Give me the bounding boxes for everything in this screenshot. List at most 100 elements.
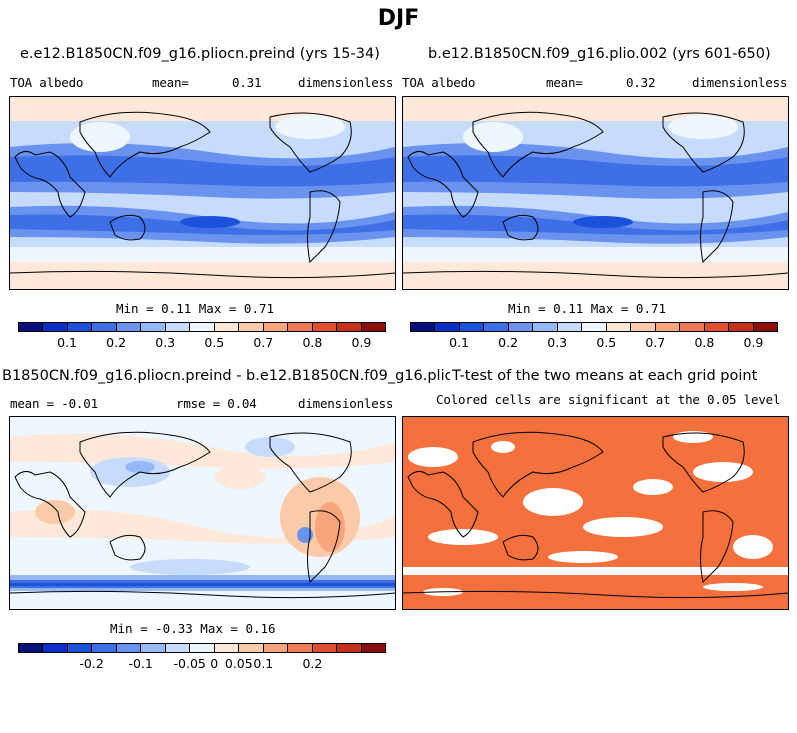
colorbar-tick-label: 0.5 bbox=[204, 335, 225, 350]
colorbar-swatch bbox=[141, 323, 166, 331]
panel2-minmax: Min = 0.11 Max = 0.71 bbox=[508, 301, 667, 316]
colorbar-tick-label: 0.9 bbox=[351, 335, 372, 350]
panel1-colorbar-ticks: 0.1 0.2 0.3 0.5 0.7 0.8 0.9 bbox=[18, 335, 386, 350]
albedo-map-1 bbox=[10, 97, 395, 289]
colorbar-swatch bbox=[361, 644, 386, 652]
colorbar-swatch bbox=[190, 323, 215, 331]
colorbar-swatch bbox=[165, 323, 191, 331]
panel2-mean-value: 0.32 bbox=[626, 75, 656, 90]
panel1-units: dimensionless bbox=[298, 75, 394, 90]
colorbar-swatch bbox=[484, 323, 509, 331]
colorbar-swatch bbox=[729, 323, 754, 331]
colorbar-tick-label: 0.7 bbox=[253, 335, 274, 350]
panel3-mean: mean = -0.01 bbox=[10, 396, 98, 411]
colorbar-swatch bbox=[67, 323, 93, 331]
colorbar-tick-label: 0.2 bbox=[302, 656, 323, 671]
colorbar-swatch bbox=[753, 323, 778, 331]
colorbar-swatch bbox=[312, 323, 338, 331]
significance-map bbox=[403, 417, 788, 609]
colorbar-swatch bbox=[533, 323, 558, 331]
panel4-map bbox=[402, 416, 789, 610]
panel4-subtitle: Colored cells are significant at the 0.0… bbox=[436, 392, 781, 407]
colorbar-tick-label: 0.7 bbox=[645, 335, 666, 350]
panel2-variable: TOA albedo bbox=[402, 75, 476, 90]
colorbar-tick-label: 0.1 bbox=[449, 335, 470, 350]
panel3-units: dimensionless bbox=[298, 396, 394, 411]
colorbar-tick-label: -0.2 bbox=[79, 656, 104, 671]
colorbar-tick-label: 0.1 bbox=[253, 656, 274, 671]
colorbar-swatch bbox=[263, 644, 289, 652]
colorbar-swatch bbox=[214, 644, 240, 652]
colorbar-tick-label: 0 bbox=[210, 656, 219, 671]
colorbar-swatch bbox=[19, 644, 44, 652]
colorbar-swatch bbox=[508, 323, 534, 331]
colorbar-tick-label: 0.5 bbox=[596, 335, 617, 350]
panel1-minmax: Min = 0.11 Max = 0.71 bbox=[116, 301, 275, 316]
colorbar-tick-label: 0.05 bbox=[224, 656, 253, 671]
panel1-mean-value: 0.31 bbox=[232, 75, 262, 90]
panel4-title: T-test of the two means at each grid poi… bbox=[452, 368, 758, 384]
colorbar-swatch bbox=[263, 323, 289, 331]
colorbar-swatch bbox=[680, 323, 705, 331]
colorbar-swatch bbox=[582, 323, 607, 331]
colorbar-swatch bbox=[43, 323, 68, 331]
colorbar-swatch bbox=[704, 323, 730, 331]
panel3-colorbar-ticks: -0.2 -0.1 -0.05 0 0.05 0.1 0.2 bbox=[18, 656, 386, 671]
colorbar-swatch bbox=[337, 323, 362, 331]
colorbar-swatch bbox=[312, 644, 338, 652]
panel3-map bbox=[9, 416, 396, 610]
colorbar-tick-label: -0.05 bbox=[173, 656, 206, 671]
colorbar-swatch bbox=[67, 644, 93, 652]
colorbar-swatch bbox=[239, 323, 264, 331]
colorbar-tick-label: 0.2 bbox=[498, 335, 519, 350]
colorbar-tick-label: 0.2 bbox=[106, 335, 127, 350]
panel2-map bbox=[402, 96, 789, 290]
colorbar-swatch bbox=[411, 323, 436, 331]
colorbar-swatch bbox=[165, 644, 191, 652]
panel1-map bbox=[9, 96, 396, 290]
albedo-map-2 bbox=[403, 97, 788, 289]
colorbar-swatch bbox=[557, 323, 583, 331]
colorbar-tick-label: 0.3 bbox=[155, 335, 176, 350]
panel1-colorbar bbox=[18, 322, 386, 332]
colorbar-swatch bbox=[116, 323, 142, 331]
colorbar-swatch bbox=[655, 323, 681, 331]
panel1-title: e.e12.B1850CN.f09_g16.pliocn.preind (yrs… bbox=[20, 46, 380, 62]
difference-map bbox=[10, 417, 395, 609]
colorbar-swatch bbox=[141, 644, 166, 652]
panel3-colorbar bbox=[18, 643, 386, 653]
colorbar-swatch bbox=[337, 644, 362, 652]
panel2-colorbar bbox=[410, 322, 778, 332]
colorbar-swatch bbox=[606, 323, 632, 331]
colorbar-tick-label: 0.8 bbox=[694, 335, 715, 350]
colorbar-swatch bbox=[239, 644, 264, 652]
panel3-title: B1850CN.f09_g16.pliocn.preind - b.e12.B1… bbox=[2, 368, 450, 384]
colorbar-swatch bbox=[214, 323, 240, 331]
panel3-rmse: rmse = 0.04 bbox=[176, 396, 257, 411]
colorbar-tick-label: 0.1 bbox=[57, 335, 78, 350]
colorbar-swatch bbox=[92, 644, 117, 652]
colorbar-tick-label: -0.1 bbox=[128, 656, 153, 671]
colorbar-tick-label: 0.8 bbox=[302, 335, 323, 350]
panel2-mean-label: mean= bbox=[546, 75, 583, 90]
colorbar-swatch bbox=[361, 323, 386, 331]
panel2-colorbar-ticks: 0.1 0.2 0.3 0.5 0.7 0.8 0.9 bbox=[410, 335, 778, 350]
colorbar-swatch bbox=[19, 323, 44, 331]
colorbar-swatch bbox=[631, 323, 656, 331]
colorbar-swatch bbox=[435, 323, 460, 331]
panel1-variable: TOA albedo bbox=[10, 75, 84, 90]
figure-title: DJF bbox=[377, 6, 420, 31]
panel2-units: dimensionless bbox=[692, 75, 788, 90]
panel2-title: b.e12.B1850CN.f09_g16.plio.002 (yrs 601-… bbox=[428, 46, 771, 62]
colorbar-tick-label: 0.9 bbox=[743, 335, 764, 350]
colorbar-swatch bbox=[116, 644, 142, 652]
colorbar-swatch bbox=[459, 323, 485, 331]
colorbar-swatch bbox=[288, 644, 313, 652]
colorbar-swatch bbox=[190, 644, 215, 652]
colorbar-swatch bbox=[92, 323, 117, 331]
panel3-minmax: Min = -0.33 Max = 0.16 bbox=[110, 621, 276, 636]
panel1-mean-label: mean= bbox=[152, 75, 189, 90]
colorbar-tick-label: 0.3 bbox=[547, 335, 568, 350]
colorbar-swatch bbox=[43, 644, 68, 652]
colorbar-swatch bbox=[288, 323, 313, 331]
